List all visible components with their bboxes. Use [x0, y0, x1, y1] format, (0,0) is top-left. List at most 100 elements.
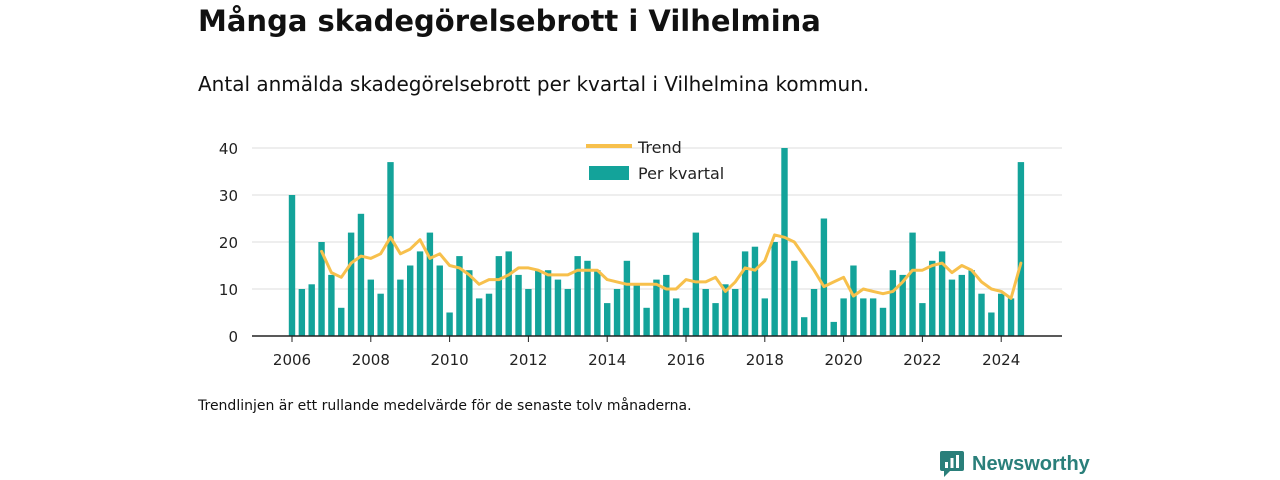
- chart-title: Många skadegörelsebrott i Vilhelmina: [198, 4, 821, 38]
- x-tick-label: 2012: [509, 351, 547, 369]
- bar: [869, 298, 877, 336]
- y-tick-label: 30: [219, 187, 238, 205]
- bar: [722, 284, 729, 336]
- bar: [879, 307, 887, 336]
- bar: [741, 251, 749, 336]
- y-tick-label: 0: [228, 328, 238, 346]
- bar: [318, 242, 325, 336]
- bar: [909, 232, 916, 336]
- newsworthy-logo-icon: [940, 451, 964, 477]
- x-tick-label: 2016: [667, 351, 705, 369]
- bar: [791, 260, 798, 336]
- bar: [732, 289, 739, 336]
- bar: [643, 307, 650, 336]
- bar: [850, 265, 857, 336]
- bar: [407, 265, 414, 336]
- x-tick-label: 2022: [903, 351, 941, 369]
- bar: [761, 298, 768, 336]
- bar: [692, 232, 700, 336]
- bars: [288, 148, 1025, 336]
- bar: [604, 303, 611, 336]
- bar: [1007, 298, 1015, 336]
- bar: [682, 307, 690, 336]
- bar: [623, 260, 631, 336]
- bar: [840, 298, 847, 336]
- bar: [672, 298, 680, 336]
- bar: [948, 279, 956, 336]
- trend-line: [320, 233, 1023, 300]
- bar: [1017, 162, 1025, 336]
- bar: [347, 232, 355, 336]
- bar: [702, 289, 709, 336]
- legend-bar-swatch: [589, 166, 629, 180]
- bar: [357, 213, 365, 336]
- legend-bar-label: Per kvartal: [638, 164, 724, 183]
- bar: [495, 256, 503, 336]
- bar: [820, 218, 828, 336]
- bar: [830, 321, 837, 336]
- bar: [535, 270, 542, 336]
- bar: [899, 274, 906, 336]
- bar: [367, 279, 374, 336]
- legend: Trend Per kvartal: [586, 138, 724, 183]
- y-tick-label: 40: [219, 140, 238, 158]
- bar: [515, 274, 522, 336]
- x-tick-label: 2008: [352, 351, 390, 369]
- legend-trend-label: Trend: [637, 138, 682, 157]
- brand-name: Newsworthy: [972, 452, 1090, 475]
- bar: [860, 298, 867, 336]
- bar: [475, 298, 483, 336]
- bar: [426, 232, 434, 336]
- x-tick-label: 2018: [746, 351, 784, 369]
- axes: 0 10 20 30 40 2006 2008 2010 2012 2014 2016 2018 202…: [219, 140, 1062, 369]
- y-tick-label: 10: [219, 281, 238, 299]
- bar: [889, 270, 897, 336]
- x-tick-label: 2014: [588, 351, 626, 369]
- bar: [574, 256, 581, 336]
- bar: [633, 284, 640, 336]
- bar: [978, 293, 985, 336]
- bar: [554, 279, 562, 336]
- footnote: Trendlinjen är ett rullande medelvärde f…: [198, 398, 692, 414]
- bar: [929, 260, 936, 336]
- x-tick-label: 2024: [982, 351, 1020, 369]
- bar: [446, 312, 453, 336]
- bar: [328, 274, 335, 336]
- legend-trend-swatch: [586, 144, 632, 148]
- bar: [416, 251, 424, 336]
- bar: [456, 256, 463, 336]
- bar: [377, 293, 384, 336]
- x-tick-label: 2006: [273, 351, 311, 369]
- bar: [712, 303, 719, 336]
- bar: [525, 289, 532, 336]
- bar: [436, 265, 443, 336]
- bar: [387, 162, 394, 336]
- y-tick-label: 20: [219, 234, 238, 252]
- bar: [613, 289, 621, 336]
- bar: [919, 303, 926, 336]
- bar: [505, 251, 512, 336]
- bar: [801, 317, 808, 336]
- bar: [594, 270, 601, 336]
- bar: [298, 289, 306, 336]
- bar: [663, 274, 670, 336]
- x-tick-label: 2010: [431, 351, 469, 369]
- x-tick-label: 2020: [825, 351, 863, 369]
- bar: [988, 312, 995, 336]
- bar: [781, 148, 788, 336]
- bar: [544, 270, 552, 336]
- bar: [288, 195, 296, 336]
- chart-subtitle: Antal anmälda skadegörelsebrott per kvar…: [198, 72, 870, 96]
- bar: [810, 289, 818, 336]
- bar: [466, 270, 473, 336]
- bar: [998, 293, 1005, 336]
- bar: [968, 270, 975, 336]
- bar: [584, 260, 591, 336]
- trend-line-group: [320, 233, 1023, 300]
- bar: [938, 251, 946, 336]
- bar: [397, 279, 404, 336]
- bar: [564, 289, 571, 336]
- bar: [653, 279, 660, 336]
- bar: [958, 274, 965, 336]
